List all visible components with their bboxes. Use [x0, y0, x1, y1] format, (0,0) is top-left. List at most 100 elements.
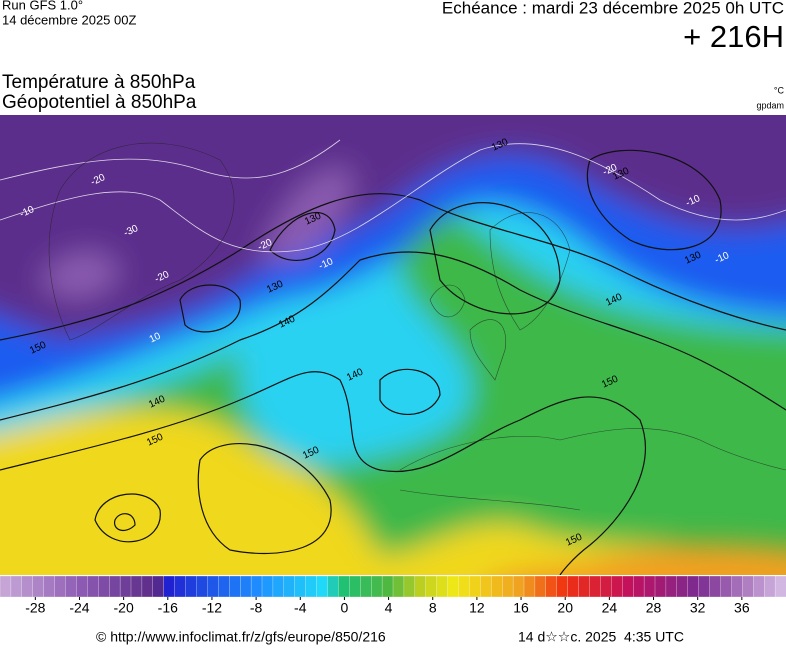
colorbar-swatch [109, 575, 121, 598]
colorbar-swatch [731, 575, 743, 598]
colorbar-swatch [305, 575, 318, 598]
colorbar-tick-label: -4 [294, 600, 307, 616]
contour-line [94, 493, 161, 543]
colorbar-swatch [163, 575, 176, 598]
footer-url: © http://www.infoclimat.fr/z/gfs/europe/… [96, 629, 386, 645]
isotherm [0, 143, 786, 253]
colorbar-swatch [87, 575, 99, 598]
colorbar-swatch [534, 575, 547, 598]
colorbar-swatch [174, 575, 187, 598]
colorbar-swatch [545, 575, 558, 598]
colorbar-tick-label: -20 [114, 600, 134, 616]
colorbar-tick-label: 32 [690, 600, 706, 616]
colorbar-tick-label: -28 [25, 600, 45, 616]
colorbar-swatch [250, 575, 263, 598]
colorbar-swatch [502, 575, 514, 598]
isotherms [0, 139, 786, 253]
colorbar-swatch [687, 575, 700, 598]
colorbar-swatch [414, 575, 427, 598]
contour-line [0, 251, 786, 421]
colorbar-tick-label: 36 [734, 600, 750, 616]
colorbar-swatch [753, 575, 765, 598]
colorbar-swatch [578, 575, 590, 598]
contour-line [179, 284, 241, 333]
colorbar-swatch [283, 575, 296, 598]
field-light-purple [40, 168, 352, 299]
colorbar-swatch [316, 575, 328, 598]
colorbar-swatch [512, 575, 525, 598]
contour-line [0, 371, 646, 575]
colorbar-swatch [698, 575, 711, 598]
colorbar-swatch [218, 575, 230, 598]
colorbar-swatch [0, 575, 12, 598]
colorbar-swatch [403, 575, 416, 598]
colorbar-swatch [654, 575, 667, 598]
colorbar-swatch [196, 575, 208, 598]
colorbar-swatch [447, 575, 459, 598]
colorbar-swatch [207, 575, 219, 598]
colorbar: -28 -24 -20 -16 -12 -8 -4 0 4 8 12 16 20 24 28 32 36 [0, 575, 786, 616]
title-geo: Géopotentiel à 850hPa [2, 92, 197, 113]
colorbar-swatch [665, 575, 678, 598]
colorbar-tick-label: 12 [469, 600, 485, 616]
colorbar-swatch [633, 575, 645, 598]
colorbar-tick-label: -24 [69, 600, 89, 616]
colorbar-tick-label: 0 [341, 600, 349, 616]
colorbar-swatch [425, 575, 438, 598]
colorbar-swatch [261, 575, 274, 598]
unit-geo: gpdam [756, 100, 784, 110]
valid-time: Echéance : mardi 23 décembre 2025 0h UTC [442, 0, 784, 17]
colorbar-swatch [229, 575, 241, 598]
colorbar-swatch [556, 575, 569, 598]
colorbar-swatch [294, 575, 307, 598]
mediterranean [399, 428, 786, 511]
colorbar-swatch [436, 575, 449, 598]
colorbar-swatch [491, 575, 503, 598]
colorbar-swatch [622, 575, 634, 598]
greenland [48, 142, 235, 341]
colorbar-swatch [338, 575, 350, 598]
colorbar-swatch [611, 575, 623, 598]
colorbar-swatch [141, 575, 154, 598]
colorbar-swatch [764, 575, 776, 598]
colorbar-tick-label: -16 [158, 600, 178, 616]
colorbar-tick-label: 20 [557, 600, 573, 616]
colorbar-swatch [774, 575, 786, 598]
unit-temp: °C [774, 85, 785, 95]
colorbar-swatch [392, 575, 405, 598]
colorbar-swatch [381, 575, 394, 598]
colorbar-swatch [371, 575, 383, 598]
contours [0, 149, 786, 575]
colorbar-swatch [643, 575, 656, 598]
colorbar-swatch [76, 575, 88, 598]
footer-time: 14 d☆☆c. 2025 4:35 UTC [518, 629, 684, 645]
field-purple [0, 115, 786, 340]
colorbar-swatch [523, 575, 536, 598]
run-label: Run GFS 1.0° [2, 0, 83, 12]
colorbar-swatch [458, 575, 470, 598]
colorbar-tick-label: -12 [202, 600, 222, 616]
contour-line [0, 193, 786, 341]
colorbar-swatch [720, 575, 732, 598]
colorbar-swatch [742, 575, 754, 598]
colorbar-tick-label: 28 [646, 600, 662, 616]
contour-line [586, 149, 722, 251]
contour-line [379, 368, 441, 415]
map: 1501401501401301301401501501501401301301… [0, 115, 786, 575]
colorbar-swatch [98, 575, 110, 598]
colorbar-swatch [240, 575, 252, 598]
colorbar-swatch [360, 575, 372, 598]
lead-time: + 216H [683, 19, 784, 54]
title-temp: Température à 850hPa [2, 72, 196, 93]
colorbar-swatch [709, 575, 721, 598]
colorbar-swatch [185, 575, 197, 598]
contour-line [269, 212, 336, 261]
colorbar-swatch [54, 575, 66, 598]
colorbar-tick-label: 16 [513, 600, 529, 616]
colorbar-swatch [119, 575, 132, 598]
colorbar-swatch [469, 575, 481, 598]
isotherm [0, 139, 341, 181]
colorbar-swatch [272, 575, 285, 598]
